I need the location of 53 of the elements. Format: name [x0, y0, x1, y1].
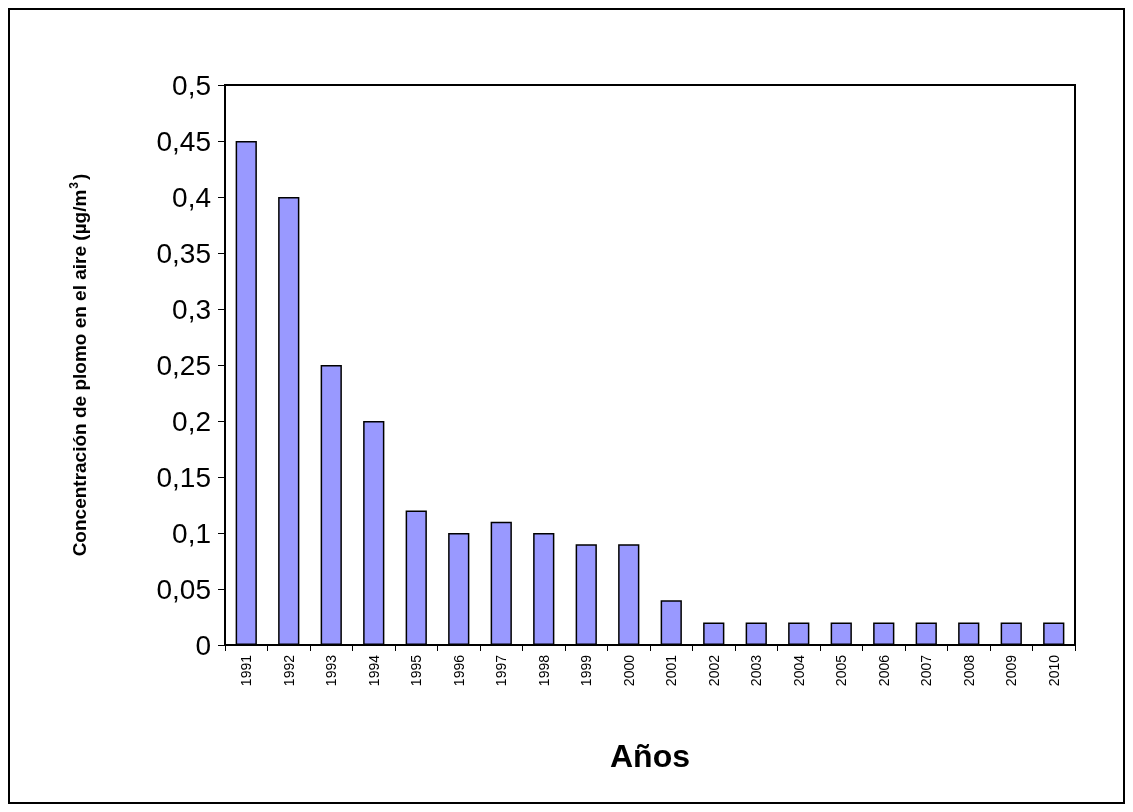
y-tick-label: 0,35 [156, 237, 211, 269]
x-tick-label: 2008 [960, 654, 977, 687]
y-tick-label: 0,25 [156, 349, 211, 381]
bar [278, 197, 300, 645]
x-tick-label: 2004 [790, 654, 807, 687]
y-tick-label: 0,5 [172, 69, 211, 101]
y-tick-label: 0,1 [172, 517, 211, 549]
bar [830, 622, 852, 645]
bar [363, 421, 385, 645]
bar [660, 600, 682, 645]
bar [703, 622, 725, 645]
x-tick-label: 1991 [238, 654, 255, 687]
x-tick-label: 1998 [535, 654, 552, 687]
x-tick-label: 2000 [620, 654, 637, 687]
bar [745, 622, 767, 645]
bar [320, 365, 342, 645]
x-tick-label: 1996 [450, 654, 467, 687]
y-tick-label: 0,4 [172, 181, 211, 213]
y-tick-label: 0 [195, 629, 211, 661]
x-axis-title: Años [610, 738, 690, 774]
x-tick-label: 2007 [918, 654, 935, 687]
y-tick-label: 0,45 [156, 125, 211, 157]
bar [405, 510, 427, 645]
x-tick-label: 1993 [323, 654, 340, 687]
y-tick-label: 0,3 [172, 293, 211, 325]
bar [533, 533, 555, 645]
bar [490, 521, 512, 645]
x-tick-label: 2010 [1045, 654, 1062, 687]
y-tick-label: 0,2 [172, 405, 211, 437]
bar [873, 622, 895, 645]
y-tick-label: 0,05 [156, 573, 211, 605]
bar [1000, 622, 1022, 645]
bar [235, 141, 257, 645]
y-axis-title: Concentración de plomo en el aire (µg/m3) [67, 173, 90, 557]
x-tick-label: 2009 [1003, 654, 1020, 687]
bar [575, 544, 597, 645]
y-tick-label: 0,15 [156, 461, 211, 493]
x-tick-label: 2001 [663, 654, 680, 687]
bar [915, 622, 937, 645]
bar [448, 533, 470, 645]
bar [1043, 622, 1065, 645]
x-tick-label: 2006 [875, 654, 892, 687]
x-tick-label: 1992 [280, 654, 297, 687]
x-tick-label: 2002 [705, 654, 722, 687]
bar [788, 622, 810, 645]
x-tick-label: 1999 [578, 654, 595, 687]
x-tick-label: 1997 [493, 654, 510, 687]
x-tick-label: 2003 [748, 654, 765, 687]
x-tick-label: 1994 [365, 654, 382, 687]
x-tick-label: 2005 [833, 654, 850, 687]
bar [958, 622, 980, 645]
x-tick-label: 1995 [408, 654, 425, 687]
bar [618, 544, 640, 645]
